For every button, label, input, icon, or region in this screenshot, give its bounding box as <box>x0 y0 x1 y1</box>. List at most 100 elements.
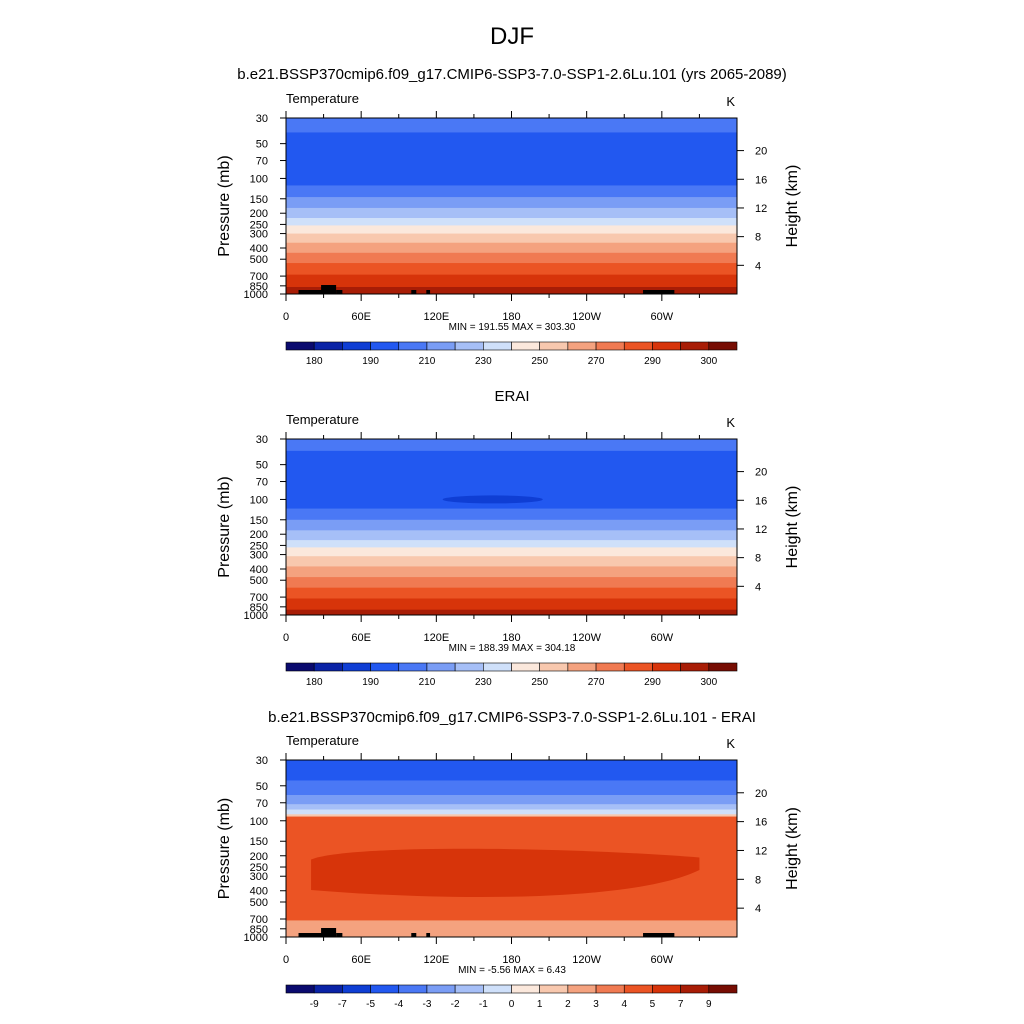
colorbar-box <box>708 984 738 994</box>
colorbar-box <box>511 662 540 672</box>
colorbar-box <box>652 984 681 994</box>
y-tick-label: 700 <box>250 271 268 283</box>
colorbar-box <box>398 341 428 351</box>
terrain-mask <box>321 285 337 294</box>
y-tick-label: 1000 <box>244 610 268 622</box>
colorbar-box <box>595 341 625 351</box>
temperature-band <box>286 547 737 557</box>
y-tick-label: 1000 <box>244 932 268 944</box>
colorbar-label: 230 <box>475 677 492 688</box>
y-tick-label: 50 <box>256 139 268 151</box>
colorbar-label: 290 <box>644 356 661 367</box>
x-tick-label: 0 <box>283 311 289 323</box>
variable-label: Temperature <box>286 412 359 427</box>
panels: b.e21.BSSP370cmip6.f09_g17.CMIP6-SSP3-7.… <box>216 66 801 1010</box>
x-tick-label: 60E <box>351 311 371 323</box>
colorbar-box <box>483 662 512 672</box>
colorbar-box <box>483 984 512 994</box>
y-axis-title: Pressure (mb) <box>216 476 233 577</box>
colorbar-label: -3 <box>422 999 431 1010</box>
height-tick-label: 12 <box>755 203 767 215</box>
colorbar-box <box>595 984 625 994</box>
colorbar-label: 5 <box>650 999 656 1010</box>
temperature-band <box>286 218 737 226</box>
colorbar-box <box>313 341 343 351</box>
temperature-band <box>286 225 737 235</box>
y2-axis-title: Height (km) <box>784 807 801 890</box>
temperature-band <box>286 252 737 264</box>
height-tick-label: 16 <box>755 174 767 186</box>
colorbar-box <box>623 662 653 672</box>
plot-area <box>286 439 737 615</box>
panel-subtitle: b.e21.BSSP370cmip6.f09_g17.CMIP6-SSP3-7.… <box>268 709 756 726</box>
colorbar-label: 1 <box>537 999 543 1010</box>
colorbar-label: -7 <box>338 999 347 1010</box>
colorbar-label: -2 <box>451 999 460 1010</box>
figure-title: DJF <box>490 23 534 50</box>
x-tick-label: 120W <box>572 954 601 966</box>
variable-label: Temperature <box>286 91 359 106</box>
terrain-mask <box>643 290 675 294</box>
terrain-mask <box>426 290 431 294</box>
x-tick-label: 120E <box>423 632 449 644</box>
colorbar-box <box>454 662 484 672</box>
units-label: K <box>726 415 735 430</box>
y-tick-label: 300 <box>250 871 268 883</box>
y-tick-label: 400 <box>250 564 268 576</box>
terrain-mask <box>426 933 431 937</box>
colorbar-box <box>539 984 569 994</box>
temperature-band <box>286 519 737 531</box>
y-tick-label: 50 <box>256 460 268 472</box>
colorbar: -9 -7 -5 -4 -3 -2 -1 0 1 2 3 4 5 7 9 <box>285 984 738 1010</box>
temperature-band <box>286 508 737 521</box>
colorbar-box <box>426 341 456 351</box>
temperature-band <box>286 287 737 294</box>
x-tick-label: 0 <box>283 954 289 966</box>
height-tick-label: 20 <box>755 467 767 479</box>
panel-subtitle: b.e21.BSSP370cmip6.f09_g17.CMIP6-SSP3-7.… <box>237 66 787 83</box>
colorbar: 180 190 210 230 250 270 290 300 <box>285 662 738 688</box>
terrain-mask <box>336 290 343 294</box>
panel-difference: b.e21.BSSP370cmip6.f09_g17.CMIP6-SSP3-7.… <box>216 709 801 1010</box>
panel-subtitle: ERAI <box>494 388 529 405</box>
colorbar-label: -1 <box>479 999 488 1010</box>
y-axis-title: Pressure (mb) <box>216 798 233 899</box>
x-tick-label: 180 <box>502 632 520 644</box>
temperature-band <box>286 185 737 198</box>
colorbar-box <box>680 662 710 672</box>
temperature-band <box>286 556 737 567</box>
terrain-mask <box>411 933 417 937</box>
colorbar-box <box>426 662 456 672</box>
colorbar-box <box>539 341 569 351</box>
height-tick-label: 8 <box>755 874 761 886</box>
colorbar-box <box>313 662 343 672</box>
x-tick-label: 180 <box>502 954 520 966</box>
colorbar-label: 270 <box>588 356 605 367</box>
units-label: K <box>726 94 735 109</box>
colorbar-box <box>567 662 597 672</box>
colorbar-box <box>511 341 540 351</box>
x-tick-label: 120W <box>572 632 601 644</box>
colorbar-label: -4 <box>394 999 403 1010</box>
plot-area <box>286 760 737 937</box>
colorbar-box <box>680 341 710 351</box>
colorbar-box <box>370 341 400 351</box>
height-tick-label: 16 <box>755 817 767 829</box>
temperature-band <box>286 207 737 219</box>
temperature-band <box>286 804 737 811</box>
colorbar-label: 7 <box>678 999 684 1010</box>
temperature-band <box>286 233 737 244</box>
colorbar-label: 230 <box>475 356 492 367</box>
colorbar-label: 190 <box>362 356 379 367</box>
units-label: K <box>726 736 735 751</box>
y-tick-label: 70 <box>256 798 268 810</box>
x-tick-label: 60W <box>651 632 674 644</box>
x-tick-label: 60E <box>351 954 371 966</box>
colorbar-label: 290 <box>644 677 661 688</box>
cold-tropopause-blob <box>442 495 543 504</box>
near-surface-band <box>286 920 737 937</box>
plot-area <box>286 118 737 294</box>
x-tick-label: 120E <box>423 954 449 966</box>
temperature-band <box>286 587 737 600</box>
colorbar-box <box>652 662 681 672</box>
